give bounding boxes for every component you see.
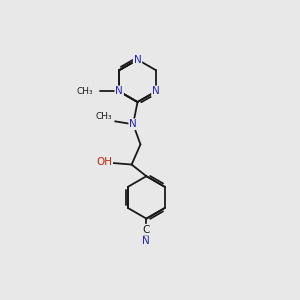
Text: C: C [143,225,150,235]
Text: OH: OH [96,157,112,166]
Text: CH₃: CH₃ [76,87,93,96]
Text: N: N [129,119,137,129]
Text: N: N [152,86,160,96]
Text: N: N [142,236,150,247]
Text: CH₃: CH₃ [95,112,112,122]
Text: N: N [115,86,123,96]
Text: N: N [134,55,141,64]
